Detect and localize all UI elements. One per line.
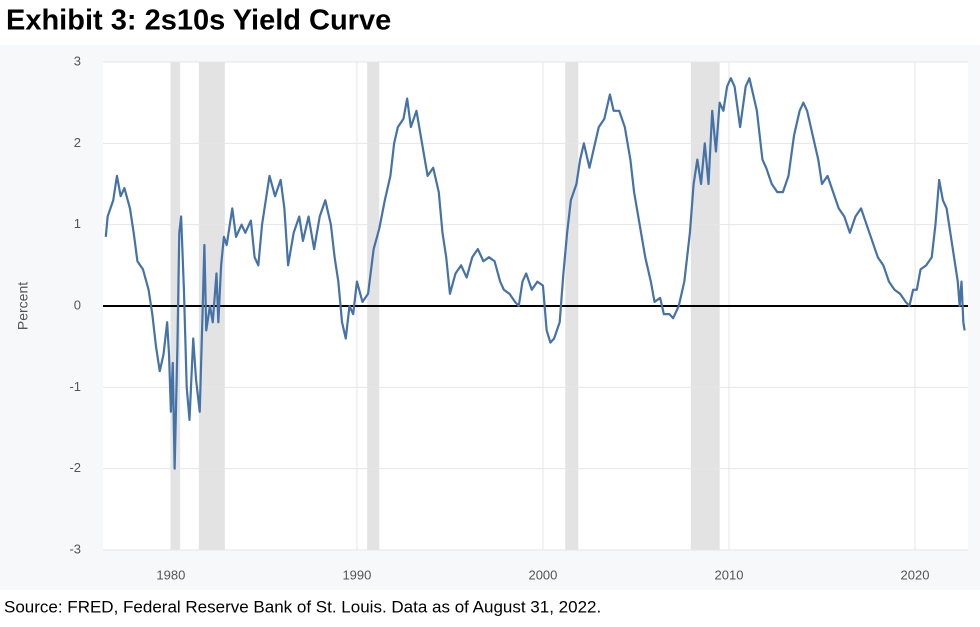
y-axis-label: Percent [15,282,31,330]
chart-title: Exhibit 3: 2s10s Yield Curve [6,5,391,37]
y-tick-label: -3 [69,541,81,556]
y-tick-label: 2 [74,135,81,150]
y-tick-label: 3 [74,53,81,68]
yield-curve-line [104,77,966,470]
x-tick-label: 1990 [342,567,371,582]
y-tick-label: 0 [74,297,81,312]
x-tick-label: 2010 [715,567,744,582]
y-tick-label: 1 [74,216,81,231]
x-tick-label: 1980 [156,567,185,582]
y-tick-label: -1 [69,379,81,394]
y-tick-label: -2 [69,460,81,475]
source-note: Source: FRED, Federal Reserve Bank of St… [4,597,601,616]
x-tick-label: 2000 [528,567,557,582]
x-tick-label: 2020 [901,567,930,582]
